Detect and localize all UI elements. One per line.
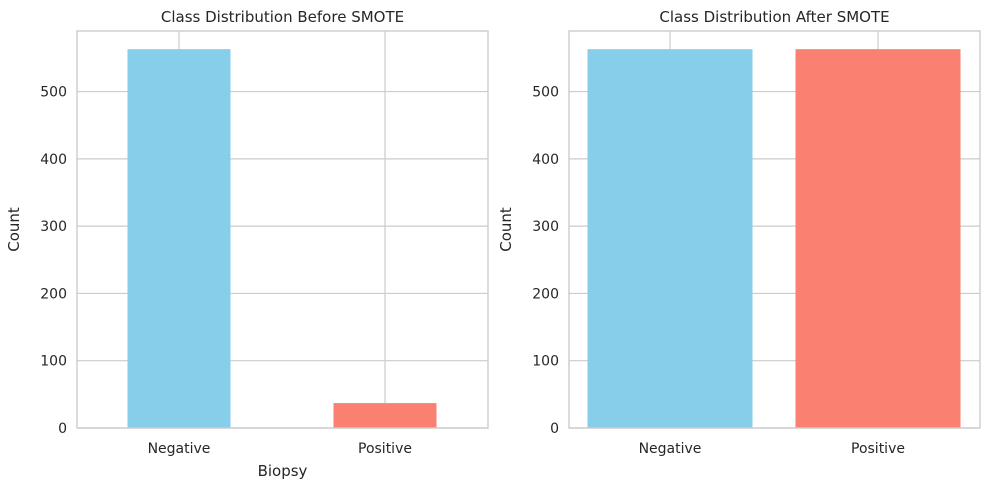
y-tick-label: 500 xyxy=(532,85,559,101)
y-tick-label: 400 xyxy=(40,152,67,168)
chart-before-smote: 0 100 200 300 400 500 Negative Positive Class … xyxy=(5,8,489,480)
x-tick-labels: Negative Positive xyxy=(639,441,905,457)
y-tick-label: 200 xyxy=(532,286,559,302)
y-tick-labels: 0 100 200 300 400 500 xyxy=(40,85,67,437)
y-tick-label: 0 xyxy=(550,421,559,437)
bar-negative xyxy=(587,49,753,429)
x-tick-label: Positive xyxy=(358,441,412,457)
y-tick-labels: 0 100 200 300 400 500 xyxy=(532,85,559,437)
y-tick-label: 100 xyxy=(532,354,559,370)
x-axis-label: Biopsy xyxy=(258,462,308,480)
bar-positive xyxy=(795,49,961,429)
bars xyxy=(587,49,961,429)
x-tick-labels: Negative Positive xyxy=(148,441,412,457)
y-tick-label: 300 xyxy=(532,219,559,235)
y-tick-label: 200 xyxy=(40,286,67,302)
x-tick-label: Negative xyxy=(148,441,211,457)
plot-frame xyxy=(568,30,981,429)
y-axis-label: Count xyxy=(5,207,23,252)
y-tick-label: 300 xyxy=(40,219,67,235)
y-axis-label: Count xyxy=(497,207,515,252)
bar-negative xyxy=(127,49,231,429)
y-tick-label: 100 xyxy=(40,354,67,370)
y-tick-label: 0 xyxy=(58,421,67,437)
bars xyxy=(127,49,437,429)
y-tick-label: 500 xyxy=(40,85,67,101)
y-tick-label: 400 xyxy=(532,152,559,168)
chart-after-smote: 0 100 200 300 400 500 Negative Positive Class … xyxy=(497,8,981,457)
chart-title: Class Distribution After SMOTE xyxy=(659,8,889,26)
chart-title: Class Distribution Before SMOTE xyxy=(161,8,404,26)
plot-frame xyxy=(76,30,489,429)
x-tick-label: Negative xyxy=(639,441,702,457)
x-tick-label: Positive xyxy=(851,441,905,457)
bar-positive xyxy=(333,403,437,428)
